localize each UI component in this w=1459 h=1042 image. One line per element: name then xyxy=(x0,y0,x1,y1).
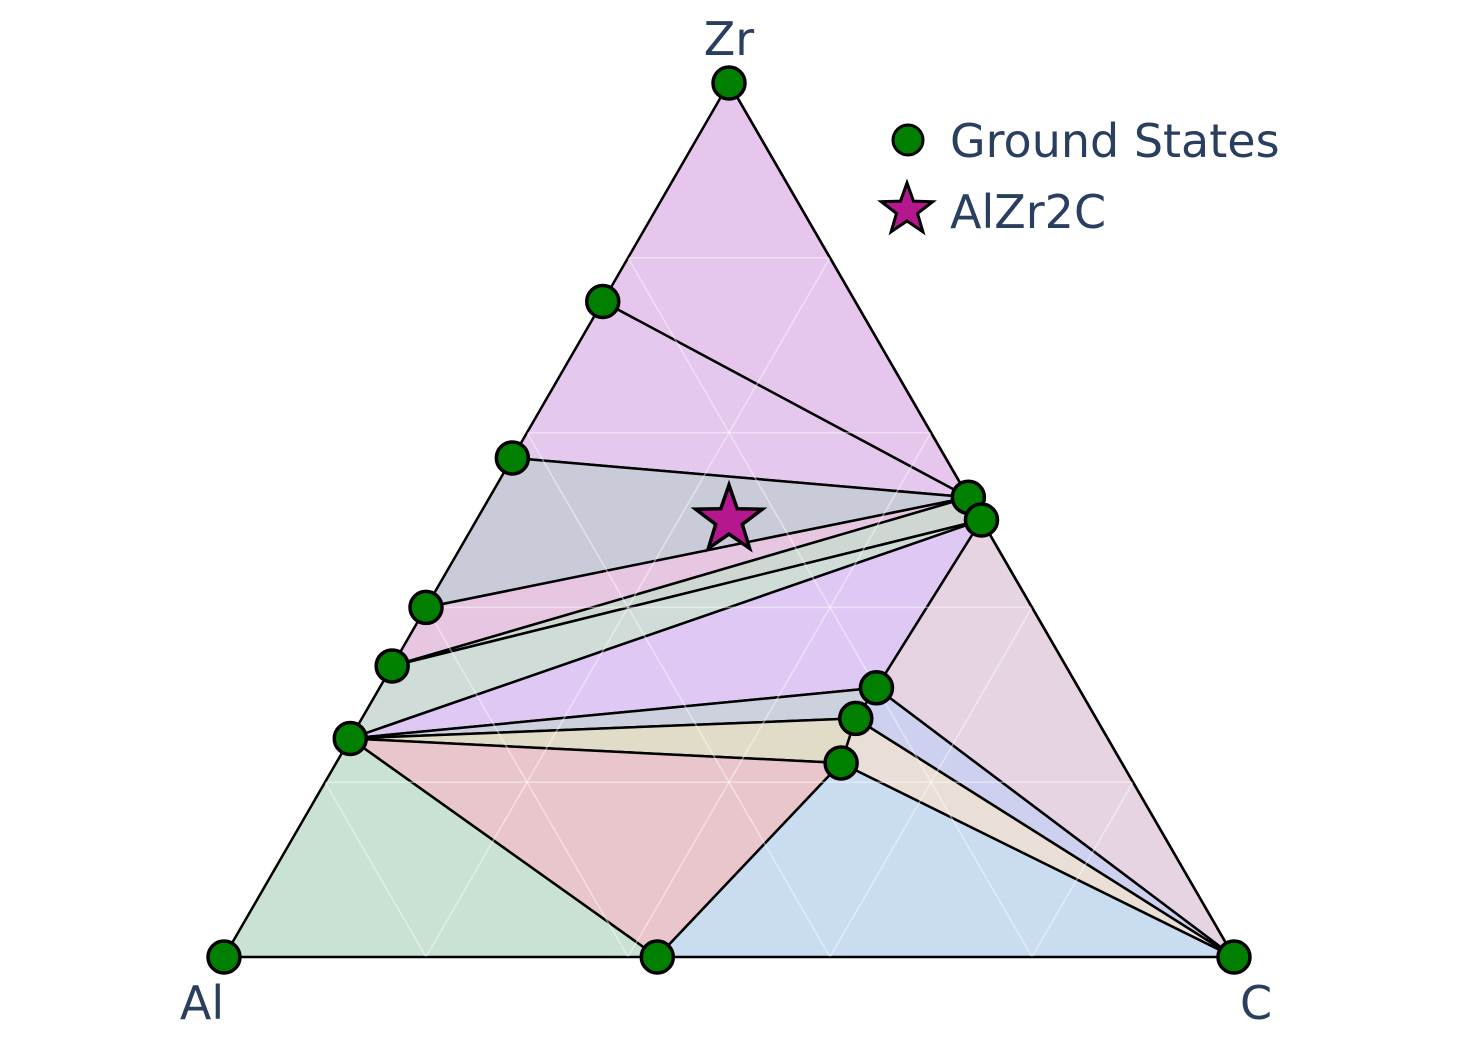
legend-ground-states-marker xyxy=(891,123,925,157)
grid-line xyxy=(324,781,427,958)
corner-label-al: Al xyxy=(180,976,224,1030)
corner-label-c: C xyxy=(1240,976,1272,1030)
legend-item-ground-states[interactable]: Ground States xyxy=(891,114,1280,168)
ground-state-point[interactable] xyxy=(858,670,895,706)
grid-line xyxy=(829,607,1033,958)
ground-state-point[interactable] xyxy=(206,939,242,975)
grid-line xyxy=(627,432,932,958)
corner-label-zr: Zr xyxy=(704,12,755,66)
grid-line xyxy=(627,257,1033,958)
legend-alzr2c-marker xyxy=(877,178,937,236)
ground-state-point[interactable] xyxy=(711,65,747,101)
grid-line xyxy=(526,432,831,958)
ground-state-point[interactable] xyxy=(1216,939,1252,975)
ground-state-point[interactable] xyxy=(823,745,859,781)
grid-layer xyxy=(324,257,1134,958)
legend-ground-states-label: Ground States xyxy=(950,114,1280,168)
alzr2c-star-point[interactable] xyxy=(690,479,768,553)
grid-line xyxy=(1031,781,1134,958)
grid-line xyxy=(425,257,831,958)
ground-state-point[interactable] xyxy=(408,589,444,626)
ground-state-point[interactable] xyxy=(374,648,410,684)
ground-state-point[interactable] xyxy=(332,720,368,757)
legend-item-alzr2c[interactable]: AlZr2C xyxy=(877,178,1106,239)
ground-state-point[interactable] xyxy=(963,502,1000,538)
ground-state-point[interactable] xyxy=(838,700,874,737)
grid-line xyxy=(425,607,629,958)
ground-state-point[interactable] xyxy=(585,283,621,320)
legend-alzr2c-label: AlZr2C xyxy=(950,185,1106,239)
legend: Ground States AlZr2C xyxy=(877,114,1280,239)
points-layer xyxy=(206,65,1252,975)
ground-state-point[interactable] xyxy=(494,440,531,476)
ground-state-point[interactable] xyxy=(639,939,676,975)
